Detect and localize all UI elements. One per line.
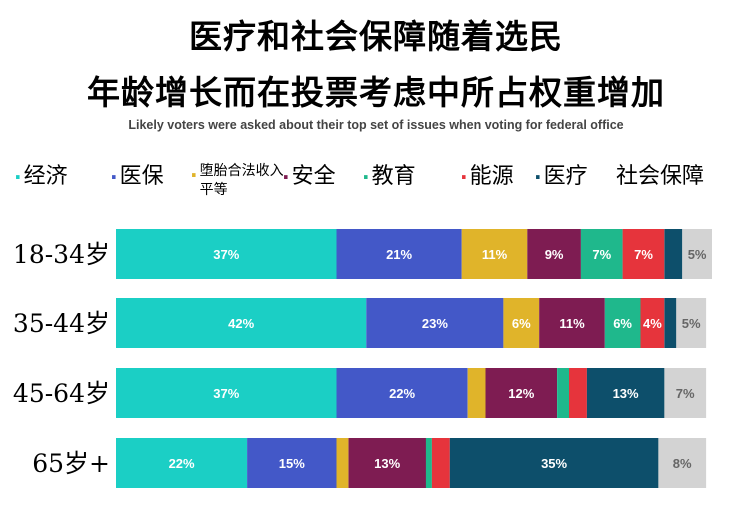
category-label: 18-34岁	[13, 240, 110, 269]
chart-title-line2: 年龄增长而在投票考虑中所占权重增加	[87, 73, 665, 112]
data-label: 13%	[613, 386, 639, 401]
bar-segment-yibao	[336, 368, 468, 418]
bar-segment-anquan	[485, 368, 557, 418]
chart-title-line1: 医疗和社会保障随着选民	[189, 17, 563, 56]
bar-segment-duotai	[467, 368, 486, 418]
bar-segment-nengyuan	[431, 438, 450, 488]
bar-segment-yiliao	[586, 368, 665, 418]
data-label: 37%	[213, 386, 239, 401]
data-label: 23%	[422, 316, 448, 331]
legend-item-duotai: · 堕胎合法收入平等	[190, 162, 288, 200]
legend-item-yiliao: · 医疗	[534, 164, 588, 190]
legend-swatch: ·	[190, 163, 198, 187]
category-label: 65岁+	[32, 449, 110, 478]
category-label: 45-64岁	[13, 379, 110, 408]
legend-label: 教育	[371, 164, 416, 189]
bar-segment-jingji	[116, 229, 337, 279]
data-label: 7%	[592, 247, 611, 262]
bar-segment-anquan	[539, 298, 605, 348]
chart-legend: · 经济 · 医保 · 堕胎合法收入平等 · 安全 · 教育 · 能源 · 医疗…	[0, 160, 752, 220]
bar-segment-shehuibaozhang	[658, 438, 707, 488]
bar-segment-yibao	[336, 229, 462, 279]
bar-segment-yiliao	[449, 438, 659, 488]
legend-swatch: ·	[14, 165, 22, 189]
data-label: 12%	[508, 386, 534, 401]
data-label: 11%	[482, 247, 508, 262]
bar-segment-jingji	[116, 298, 367, 348]
bar-segment-shehuibaozhang	[664, 368, 707, 418]
legend-label: 能源	[469, 164, 514, 189]
data-label: 6%	[512, 316, 531, 331]
data-label: 42%	[228, 316, 254, 331]
legend-item-anquan: · 安全	[282, 164, 336, 190]
bar-segment-yiliao	[664, 298, 677, 348]
legend-swatch: ·	[460, 165, 468, 189]
bar-segment-nengyuan	[640, 298, 665, 348]
bar-segment-yibao	[247, 438, 337, 488]
legend-label: 堕胎合法收入平等	[199, 163, 284, 198]
bar-segment-yibao	[366, 298, 504, 348]
bar-segment-jingji	[116, 438, 248, 488]
bar-segment-jiaoyu	[425, 438, 432, 488]
data-label: 13%	[374, 456, 400, 471]
bar-segment-duotai	[336, 438, 349, 488]
data-label: 7%	[676, 386, 695, 401]
legend-item-yibao: · 医保	[110, 164, 164, 190]
legend-label: 安全	[291, 164, 336, 189]
bar-segment-duotai	[503, 298, 540, 348]
legend-swatch: ·	[362, 165, 370, 189]
bar-segment-yiliao	[664, 229, 683, 279]
bar-segment-jingji	[116, 368, 337, 418]
data-label: 5%	[688, 247, 707, 262]
legend-item-jingji: · 经济	[14, 164, 68, 190]
legend-swatch: ·	[534, 165, 542, 189]
data-label: 22%	[169, 456, 195, 471]
bar-segment-nengyuan	[569, 368, 587, 418]
data-label: 11%	[559, 316, 585, 331]
bar-segment-shehuibaozhang	[676, 298, 707, 348]
legend-item-shehuibaozhang: 社会保障	[616, 164, 704, 190]
data-label: 9%	[545, 247, 564, 262]
data-label: 22%	[389, 386, 415, 401]
bar-segment-jiaoyu	[580, 229, 623, 279]
data-label: 8%	[673, 456, 692, 471]
legend-swatch: ·	[110, 165, 118, 189]
data-label: 15%	[279, 456, 305, 471]
bar-segment-anquan	[527, 229, 581, 279]
chart-subtitle: Likely voters were asked about their top…	[128, 118, 624, 132]
bar-segment-anquan	[348, 438, 426, 488]
bar-segment-shehuibaozhang	[682, 229, 712, 279]
data-label: 7%	[634, 247, 653, 262]
legend-item-jiaoyu: · 教育	[362, 164, 416, 190]
data-label: 21%	[386, 247, 412, 262]
legend-swatch: ·	[282, 165, 290, 189]
bar-segment-jiaoyu	[557, 368, 569, 418]
bar-segment-jiaoyu	[604, 298, 641, 348]
data-label: 37%	[213, 247, 239, 262]
data-label: 5%	[682, 316, 701, 331]
legend-label: 医保	[119, 164, 164, 189]
bar-segment-nengyuan	[622, 229, 665, 279]
category-label: 35-44岁	[13, 309, 110, 338]
data-label: 35%	[541, 456, 567, 471]
bar-segment-duotai	[461, 229, 528, 279]
legend-label: 医疗	[543, 164, 588, 189]
legend-label: 经济	[23, 164, 68, 189]
legend-label: 社会保障	[616, 164, 705, 189]
data-label: 4%	[643, 316, 662, 331]
legend-item-nengyuan: · 能源	[460, 164, 514, 190]
data-label: 6%	[613, 316, 632, 331]
